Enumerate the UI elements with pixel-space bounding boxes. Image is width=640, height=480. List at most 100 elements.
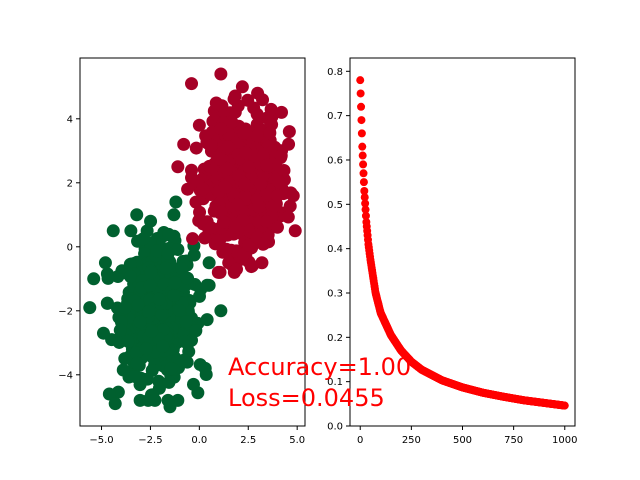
class-0-point: [161, 393, 175, 407]
class-1-point: [267, 199, 281, 213]
class-1-point: [270, 220, 284, 234]
class-0-point: [118, 301, 132, 315]
loss-point: [359, 169, 368, 178]
class-1-point: [186, 232, 200, 246]
class-1-point: [213, 152, 227, 166]
class-1-point: [271, 189, 285, 203]
class-1-point: [193, 205, 207, 219]
left-axes-frame: [79, 57, 306, 427]
class-0-point: [143, 278, 157, 292]
loss-point: [560, 401, 569, 410]
accuracy-annotation: Accuracy=1.00: [228, 353, 411, 381]
class-0-point: [130, 208, 144, 222]
class-1-point: [230, 262, 244, 276]
class-0-point: [96, 326, 110, 340]
class-1-point: [189, 195, 203, 209]
left-x-axis-ticks: −5.0 −2.5 0.0 2.5 5.0: [89, 426, 305, 446]
class-0-point: [145, 324, 159, 338]
class-0-point: [168, 276, 182, 290]
classification-scatter-panel: −5.0 −2.5 0.0 2.5 5.0 −4 −2 0 2 4: [58, 57, 306, 446]
class-1-point: [245, 259, 259, 273]
loss-point: [361, 199, 370, 208]
left-y-axis-ticks: −4 −2 0 2 4: [58, 114, 80, 381]
class-1-point: [231, 197, 245, 211]
class-1-point: [288, 224, 302, 238]
class-1-point: [241, 93, 255, 107]
class-1-point: [171, 160, 185, 174]
loss-point: [357, 102, 366, 111]
class-1-point: [264, 102, 278, 116]
loss-point: [357, 116, 366, 125]
class-0-point: [130, 356, 144, 370]
y-tick-label: 0.2: [327, 333, 343, 344]
class-1-point: [214, 67, 228, 81]
class-1-point: [237, 177, 251, 191]
loss-point: [360, 193, 369, 202]
class-0-point: [144, 265, 158, 279]
class-1-point: [192, 118, 206, 132]
class-0-point: [198, 361, 212, 375]
class-0-point: [156, 339, 170, 353]
class-1-point: [220, 162, 234, 176]
class-1-point: [235, 80, 249, 94]
loss-point: [358, 151, 367, 160]
loss-point: [357, 129, 366, 138]
x-tick-label: 750: [504, 435, 523, 446]
class-1-point: [250, 107, 264, 121]
loss-curve-panel: 0 250 500 750 1000 0.00.10.20.30.40.50.60.70…: [327, 57, 577, 446]
x-tick-label: 0.0: [191, 435, 207, 446]
class-0-point: [155, 307, 169, 321]
class-0-point: [98, 256, 112, 270]
y-tick-label: 0.6: [327, 155, 343, 166]
y-tick-label: 4: [67, 114, 73, 125]
class-0-point: [100, 296, 114, 310]
y-tick-label: 0.7: [327, 111, 343, 122]
class-1-point: [221, 140, 235, 154]
class-0-point: [83, 301, 97, 315]
x-tick-label: 500: [453, 435, 472, 446]
x-tick-label: −2.5: [138, 435, 162, 446]
class-1-point: [282, 125, 296, 139]
class-1-point: [218, 180, 232, 194]
loss-point: [359, 160, 368, 169]
class-0-point: [200, 313, 214, 327]
class-0-point: [136, 232, 150, 246]
class-0-point: [121, 334, 135, 348]
class-0-point: [124, 224, 138, 238]
class-0-point: [108, 397, 122, 411]
class-0-point: [164, 362, 178, 376]
x-tick-label: 0: [357, 435, 363, 446]
class-0-point: [152, 381, 166, 395]
class-0-point: [162, 227, 176, 241]
class-0-point: [131, 298, 145, 312]
class-1-point: [239, 146, 253, 160]
class-1-point: [209, 96, 223, 110]
loss-point: [361, 205, 370, 214]
class-0-point: [161, 246, 175, 260]
class-0-point: [167, 288, 181, 302]
class-0-point: [179, 315, 193, 329]
class-1-point: [216, 215, 230, 229]
class-1-point: [177, 137, 191, 151]
right-y-axis-ticks: 0.0 0.1 0.2 0.3 0.4 0.5 0.6 0.7 0.8: [327, 67, 350, 433]
class-1-point: [250, 192, 264, 206]
class-0-point: [214, 304, 228, 318]
class-1-point: [227, 92, 241, 106]
class-0-point: [202, 256, 216, 270]
class-1-point: [242, 160, 256, 174]
class-1-point: [282, 137, 296, 151]
loss-curve-points: [356, 76, 569, 410]
class-0-point: [189, 324, 203, 338]
class-0-point: [128, 369, 142, 383]
class-0-point: [133, 315, 147, 329]
x-tick-label: 1000: [552, 435, 577, 446]
class-1-point: [214, 122, 228, 136]
class-1-point: [251, 86, 265, 100]
class-1-point: [219, 242, 233, 256]
class-0-point: [162, 375, 176, 389]
y-tick-label: 0.0: [327, 422, 343, 433]
class-1-point: [286, 189, 300, 203]
class-1-point: [257, 237, 271, 251]
class-1-point: [237, 126, 251, 140]
class-0-point: [200, 278, 214, 292]
